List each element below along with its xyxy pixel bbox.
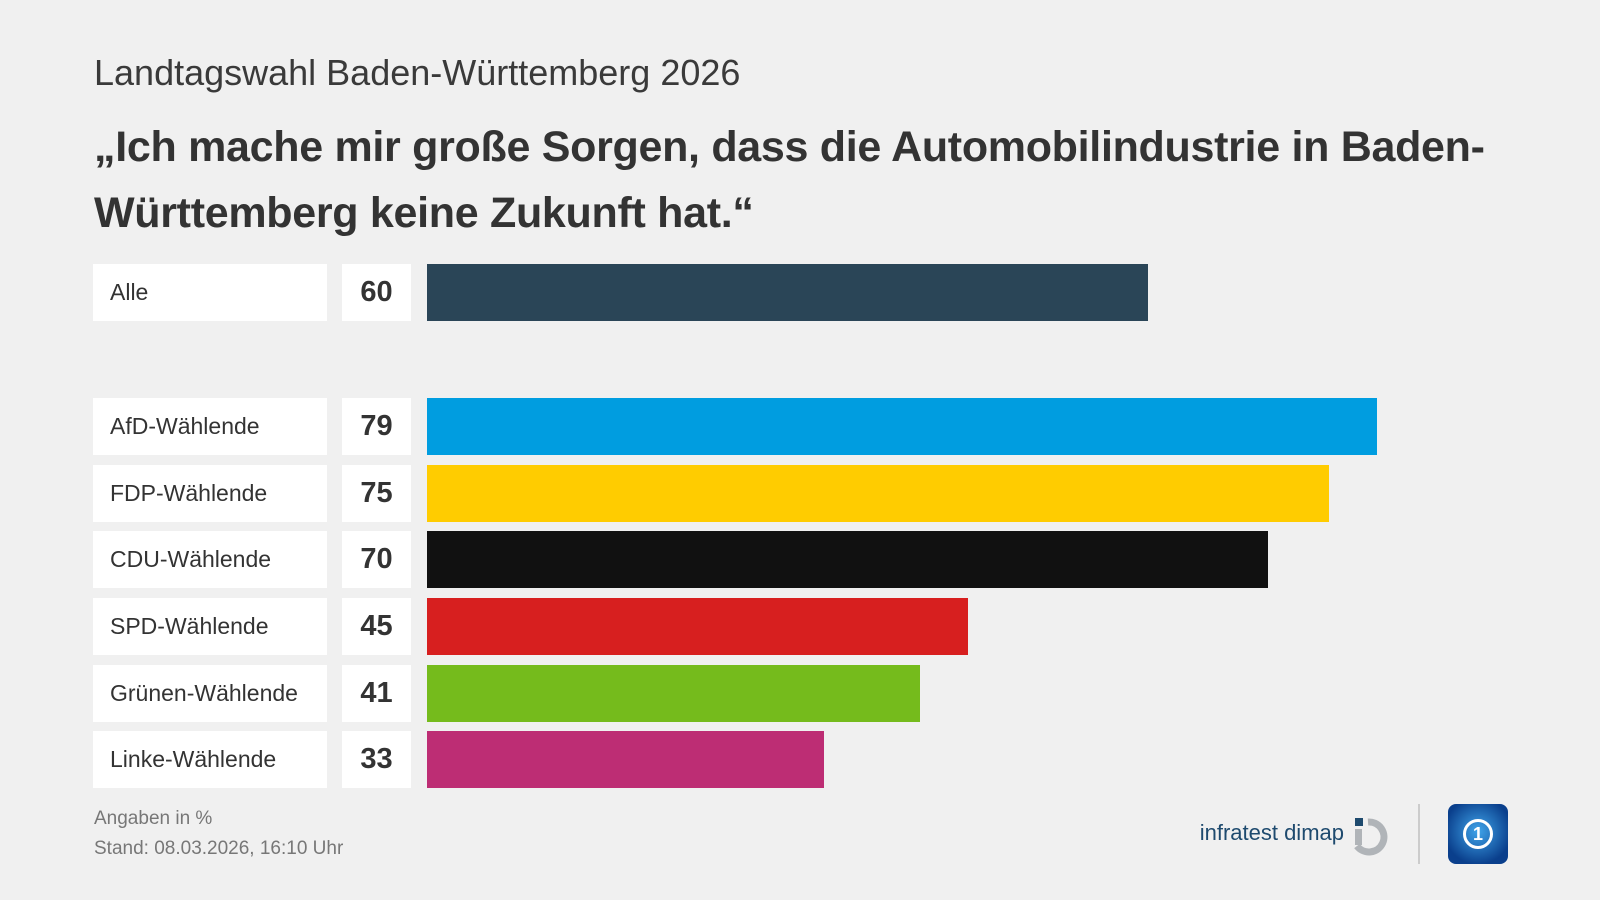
category-label: SPD-Wählende bbox=[93, 598, 327, 655]
bar bbox=[427, 731, 824, 788]
value-label: 75 bbox=[342, 465, 411, 522]
category-label: CDU-Wählende bbox=[93, 531, 327, 588]
bar bbox=[427, 531, 1269, 588]
value-label: 33 bbox=[342, 731, 411, 788]
tagesschau-logo-icon: 1 bbox=[1448, 804, 1508, 864]
bar-row: FDP-Wählende 75 bbox=[93, 465, 1493, 522]
bar-row: Linke-Wählende 33 bbox=[93, 731, 1493, 788]
bar-row: Alle 60 bbox=[93, 264, 1493, 321]
category-label: FDP-Wählende bbox=[93, 465, 327, 522]
category-label: Alle bbox=[93, 264, 327, 321]
category-label: AfD-Wählende bbox=[93, 398, 327, 455]
bar bbox=[427, 465, 1329, 522]
bar bbox=[427, 665, 920, 722]
value-label: 45 bbox=[342, 598, 411, 655]
chart-subtitle: Landtagswahl Baden-Württemberg 2026 bbox=[94, 52, 741, 93]
logo-divider bbox=[1418, 804, 1420, 864]
value-label: 41 bbox=[342, 665, 411, 722]
infratest-dimap-logo-icon bbox=[1354, 818, 1388, 856]
value-label: 60 bbox=[342, 264, 411, 321]
timestamp: Stand: 08.03.2026, 16:10 Uhr bbox=[94, 838, 344, 859]
category-label: Linke-Wählende bbox=[93, 731, 327, 788]
bar-row: SPD-Wählende 45 bbox=[93, 598, 1493, 655]
bar bbox=[427, 398, 1377, 455]
chart-title: „Ich mache mir große Sorgen, dass die Au… bbox=[94, 123, 1485, 237]
value-label: 79 bbox=[342, 398, 411, 455]
bar bbox=[427, 264, 1149, 321]
bar bbox=[427, 598, 968, 655]
value-label: 70 bbox=[342, 531, 411, 588]
unit-note: Angaben in % bbox=[94, 808, 213, 829]
bar-row: Grünen-Wählende 41 bbox=[93, 665, 1493, 722]
bar-row: AfD-Wählende 79 bbox=[93, 398, 1493, 455]
bar-row: CDU-Wählende 70 bbox=[93, 531, 1493, 588]
infratest-dimap-logo-text: infratest dimap bbox=[1199, 820, 1344, 845]
category-label: Grünen-Wählende bbox=[93, 665, 327, 722]
